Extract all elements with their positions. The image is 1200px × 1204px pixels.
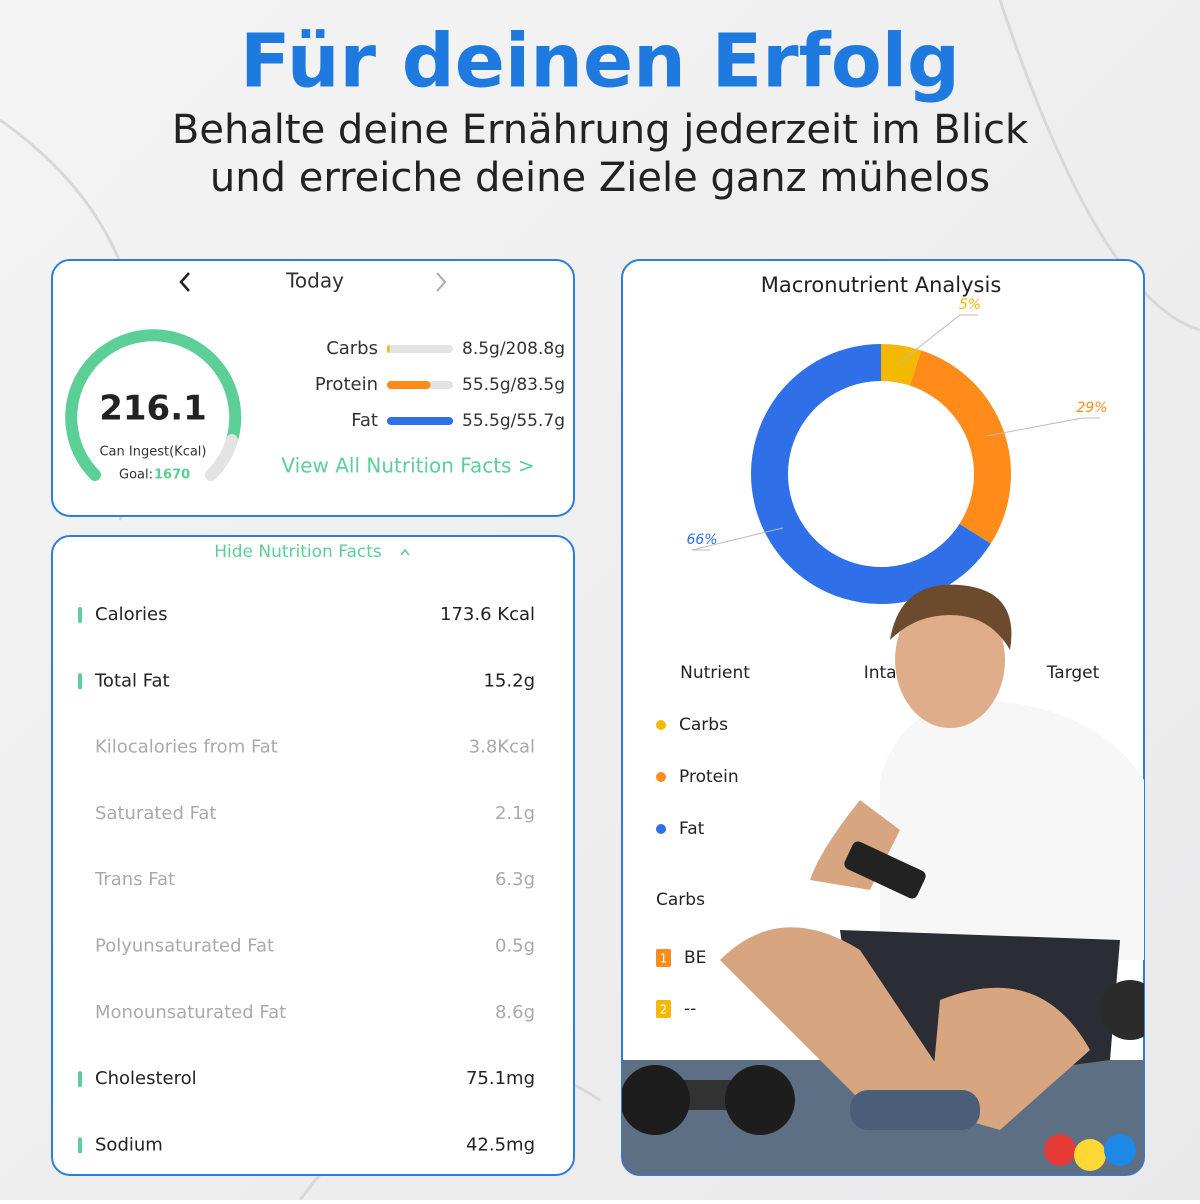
nutrient-name: Calories: [95, 604, 167, 625]
leader-line: [898, 314, 978, 364]
nutrient-value: 8.6g: [495, 1002, 535, 1023]
macro-amount: 8.5g/208.8g: [462, 339, 565, 359]
table-header: Nutrient: [680, 663, 750, 683]
nutrient-value: 75.1mg: [466, 1068, 535, 1089]
item-name: --: [684, 999, 696, 1019]
gauge-progress: [65, 329, 242, 481]
nutrient-name: Saturated Fat: [95, 803, 216, 824]
table-header: Target: [1046, 663, 1100, 683]
donut-slice: [881, 344, 922, 386]
nutrient-value: 42.5mg: [466, 1134, 535, 1155]
photo-shape: [725, 1065, 795, 1135]
nutrient-value: 2.1g: [495, 803, 535, 824]
rank: 1: [660, 952, 668, 966]
nutrient-value: 6.3g: [495, 869, 535, 890]
legend-dot: [656, 772, 666, 782]
photo-shape: [880, 700, 1144, 960]
date: Today: [285, 269, 344, 293]
next-day[interactable]: [436, 272, 447, 292]
calories-label: Can Ingest(Kcal): [99, 445, 206, 460]
row-marker: [78, 607, 82, 623]
macro-bar: [387, 381, 431, 389]
nutrient-name: Monounsaturated Fat: [95, 1002, 286, 1023]
macro-name: Fat: [351, 410, 378, 431]
donut-slice: [909, 350, 1011, 544]
row-marker: [78, 1137, 82, 1154]
nutrient: Carbs: [679, 715, 728, 735]
leader-line: [986, 417, 1100, 437]
legend-dot: [656, 720, 666, 730]
leader-line: [691, 527, 783, 551]
row-marker: [78, 1071, 82, 1088]
nutrient: Protein: [679, 767, 739, 787]
nutrition-link[interactable]: View All Nutrition Facts >: [281, 454, 534, 478]
toggle-nutrition[interactable]: Hide Nutrition Facts: [214, 542, 382, 562]
macro-name: Carbs: [326, 338, 378, 359]
rank-badge: [656, 1000, 671, 1018]
photo-shape: [720, 927, 960, 1120]
row-marker: [78, 673, 82, 690]
rank: 2: [660, 1003, 668, 1017]
macro-amount: 55.5g/83.5g: [462, 375, 565, 395]
photo-shape: [890, 584, 1012, 650]
nutrient: Fat: [679, 819, 705, 839]
photo-shape: [622, 1065, 690, 1135]
nutrient-name: Total Fat: [94, 670, 170, 691]
photo-shape: [1100, 980, 1144, 1040]
nutrient-name: Kilocalories from Fat: [95, 737, 278, 758]
photo-shape: [850, 1090, 980, 1130]
nutrient-name: Polyunsaturated Fat: [95, 936, 274, 957]
photo-shape: [1074, 1139, 1106, 1171]
nutrient-name: Cholesterol: [95, 1068, 197, 1089]
nutrient-value: 3.8Kcal: [469, 737, 535, 758]
photo-shape: [844, 841, 926, 899]
photo-shape: [1044, 1134, 1076, 1166]
nutrient-value: 15.2g: [483, 670, 535, 691]
subtitle: und erreiche deine Ziele ganz mühelos: [210, 155, 990, 201]
calories-left: 216.1: [99, 389, 207, 429]
slice-label: 66%: [686, 532, 717, 548]
slice-label: 5%: [959, 297, 981, 313]
macro-bar: [387, 345, 390, 353]
caret: [400, 548, 410, 556]
macro-amount: 55.5g/55.7g: [462, 411, 565, 431]
nutrient-name: Trans Fat: [94, 869, 175, 890]
gauge-track: [205, 434, 238, 481]
nutrient-name: Sodium: [95, 1134, 163, 1155]
donut-slice: [751, 344, 991, 604]
chart-title: Macronutrient Analysis: [761, 273, 1002, 297]
nutrient-value: 173.6 Kcal: [440, 604, 535, 625]
prev-day[interactable]: [179, 272, 190, 292]
item-name: BE: [684, 948, 706, 968]
macro-name: Protein: [315, 374, 378, 395]
nutrient-value: 0.5g: [495, 936, 535, 957]
photo-shape: [895, 592, 1005, 728]
summary-card: [51, 259, 575, 517]
nutrition-card: [51, 535, 575, 1176]
legend-dot: [656, 824, 666, 834]
title: Für deinen Erfolg: [240, 19, 960, 105]
photo: [622, 584, 1144, 1175]
photo-shape: [1104, 1134, 1136, 1166]
section-title: Carbs: [656, 890, 705, 910]
subtitle: Behalte deine Ernährung jederzeit im Bli…: [172, 107, 1029, 153]
rank-badge: [656, 949, 671, 967]
goal-label: Goal:: [119, 468, 153, 483]
slice-label: 29%: [1076, 400, 1107, 416]
macro-bar: [387, 417, 453, 425]
goal-value: 1670: [154, 468, 190, 483]
macro-track: [387, 345, 453, 353]
